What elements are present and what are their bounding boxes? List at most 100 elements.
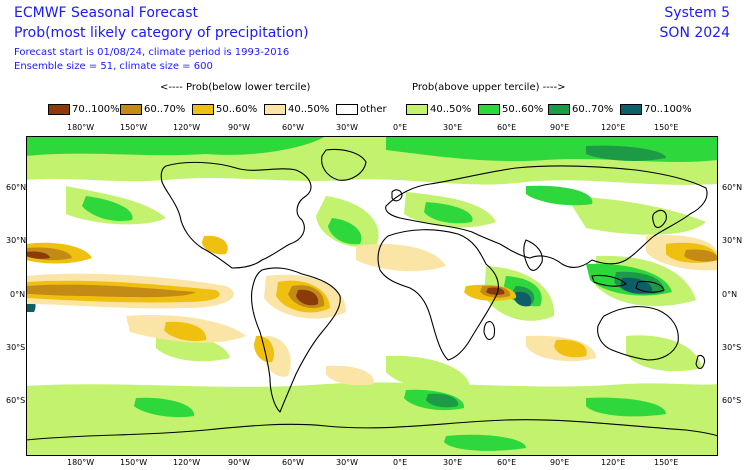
- legend-label: 40..50%: [288, 103, 330, 115]
- arctic-dark: [586, 145, 666, 161]
- antarctica-coast: [26, 419, 718, 441]
- south-atlantic-wet: [386, 355, 470, 390]
- lon-label-top: 120°E: [601, 123, 626, 132]
- lat-label-right: 30°N: [722, 236, 743, 245]
- lat-label-right: 60°S: [722, 396, 742, 405]
- indian-teal: [514, 291, 532, 307]
- africa-coast: [377, 229, 499, 361]
- lon-label-bottom: 120°W: [173, 458, 201, 467]
- legend-item: other: [336, 103, 387, 115]
- south-pacific-yellow: [164, 321, 207, 342]
- australia-coast: [597, 306, 679, 361]
- southern-green-3: [586, 397, 666, 417]
- lon-label-top: 180°W: [67, 123, 95, 132]
- lon-label-top: 30°W: [336, 123, 359, 132]
- lat-label-left: 60°N: [6, 183, 27, 192]
- atlantic-green: [328, 218, 362, 245]
- legend-swatch: [336, 103, 358, 115]
- lat-label-left: 0°N: [10, 290, 26, 299]
- central-america-yellow: [202, 235, 228, 255]
- lon-label-bottom: 0°E: [393, 458, 408, 467]
- lon-label-bottom: 150°E: [654, 458, 679, 467]
- system-label: System 5: [664, 5, 730, 21]
- lon-label-top: 90°W: [228, 123, 251, 132]
- lon-label-bottom: 180°W: [67, 458, 95, 467]
- siberia-green: [526, 185, 593, 206]
- mid-south-pale: [326, 365, 375, 386]
- season-label: SON 2024: [659, 25, 730, 41]
- lat-label-left: 60°S: [6, 396, 26, 405]
- madagascar-coast: [483, 321, 496, 341]
- lon-label-bottom: 120°E: [601, 458, 626, 467]
- lon-label-bottom: 90°W: [228, 458, 251, 467]
- legend-item: 70..100%: [48, 103, 120, 115]
- indonesia-coast: [591, 274, 627, 287]
- north-atlantic-wet: [316, 196, 379, 248]
- legend-swatch: [406, 103, 428, 115]
- india-coast: [523, 239, 543, 271]
- below-60-70-regions: [26, 247, 718, 309]
- lon-label-bottom: 90°E: [550, 458, 570, 467]
- legend-label: 60..70%: [144, 103, 186, 115]
- lat-label-right: 60°N: [722, 183, 743, 192]
- legend-label: other: [360, 103, 387, 115]
- legend-label: 50..60%: [502, 103, 544, 115]
- legend-item: 60..70%: [120, 103, 185, 115]
- southern-green-2: [134, 397, 195, 418]
- below-70-100-regions: [26, 251, 505, 306]
- lon-label-top: 60°W: [282, 123, 305, 132]
- north-america-coast: [160, 161, 312, 269]
- legend-swatch: [478, 103, 500, 115]
- legend-swatch: [120, 103, 142, 115]
- legend-item: 40..50%: [264, 103, 329, 115]
- forecast-info: Forecast start is 01/08/24, climate peri…: [14, 47, 290, 58]
- map-title: ECMWF Seasonal Forecast: [14, 5, 199, 21]
- legend-swatch: [48, 103, 70, 115]
- legend-item: 50..60%: [192, 103, 257, 115]
- legend-label: 40..50%: [430, 103, 472, 115]
- nw-pacific-green: [82, 196, 133, 222]
- antarctic-green: [444, 434, 526, 451]
- equatorial-pacific-orange: [26, 284, 196, 298]
- east-asia-wet: [566, 196, 706, 235]
- uk-coast: [391, 189, 403, 202]
- legend-label: 50..60%: [216, 103, 258, 115]
- lon-label-bottom: 30°W: [336, 458, 359, 467]
- lon-label-top: 150°E: [654, 123, 679, 132]
- legend-item: 60..70%: [548, 103, 613, 115]
- lat-label-right: 0°N: [722, 290, 738, 299]
- amazon-brown: [296, 289, 319, 306]
- south-pacific-wet: [626, 335, 702, 372]
- lon-label-top: 150°W: [120, 123, 148, 132]
- legend-item: 50..60%: [478, 103, 543, 115]
- map-frame: [26, 136, 718, 456]
- nz-coast: [695, 354, 706, 370]
- lon-label-top: 90°E: [550, 123, 570, 132]
- greenland-coast: [321, 148, 367, 181]
- legend-label: 60..70%: [572, 103, 614, 115]
- legend-item: 70..100%: [620, 103, 692, 115]
- s-indian-yellow: [554, 339, 587, 358]
- antarctica-band: [26, 436, 718, 456]
- lon-label-top: 0°E: [393, 123, 408, 132]
- lon-label-top: 60°E: [497, 123, 517, 132]
- lon-label-top: 120°W: [173, 123, 201, 132]
- legend-swatch: [548, 103, 570, 115]
- lon-label-top: 30°E: [443, 123, 463, 132]
- ensemble-info: Ensemble size = 51, climate size = 600: [14, 61, 213, 72]
- southern-ocean-wet: [26, 382, 718, 436]
- lat-label-right: 30°S: [722, 343, 742, 352]
- legend-item: 40..50%: [406, 103, 471, 115]
- east-africa-brown: [486, 287, 505, 295]
- pacific-brown: [26, 251, 50, 259]
- japan-coast: [652, 209, 667, 229]
- legend-label: 70..100%: [72, 103, 120, 115]
- legend-swatch: [264, 103, 286, 115]
- new-guinea-coast: [635, 280, 665, 293]
- legend-above-heading: Prob(above upper tercile) ---->: [412, 82, 566, 93]
- legend-swatch: [192, 103, 214, 115]
- southern-dark: [426, 393, 459, 408]
- hawaii-orange: [684, 249, 718, 262]
- lon-label-bottom: 60°E: [497, 458, 517, 467]
- lat-label-left: 30°N: [6, 236, 27, 245]
